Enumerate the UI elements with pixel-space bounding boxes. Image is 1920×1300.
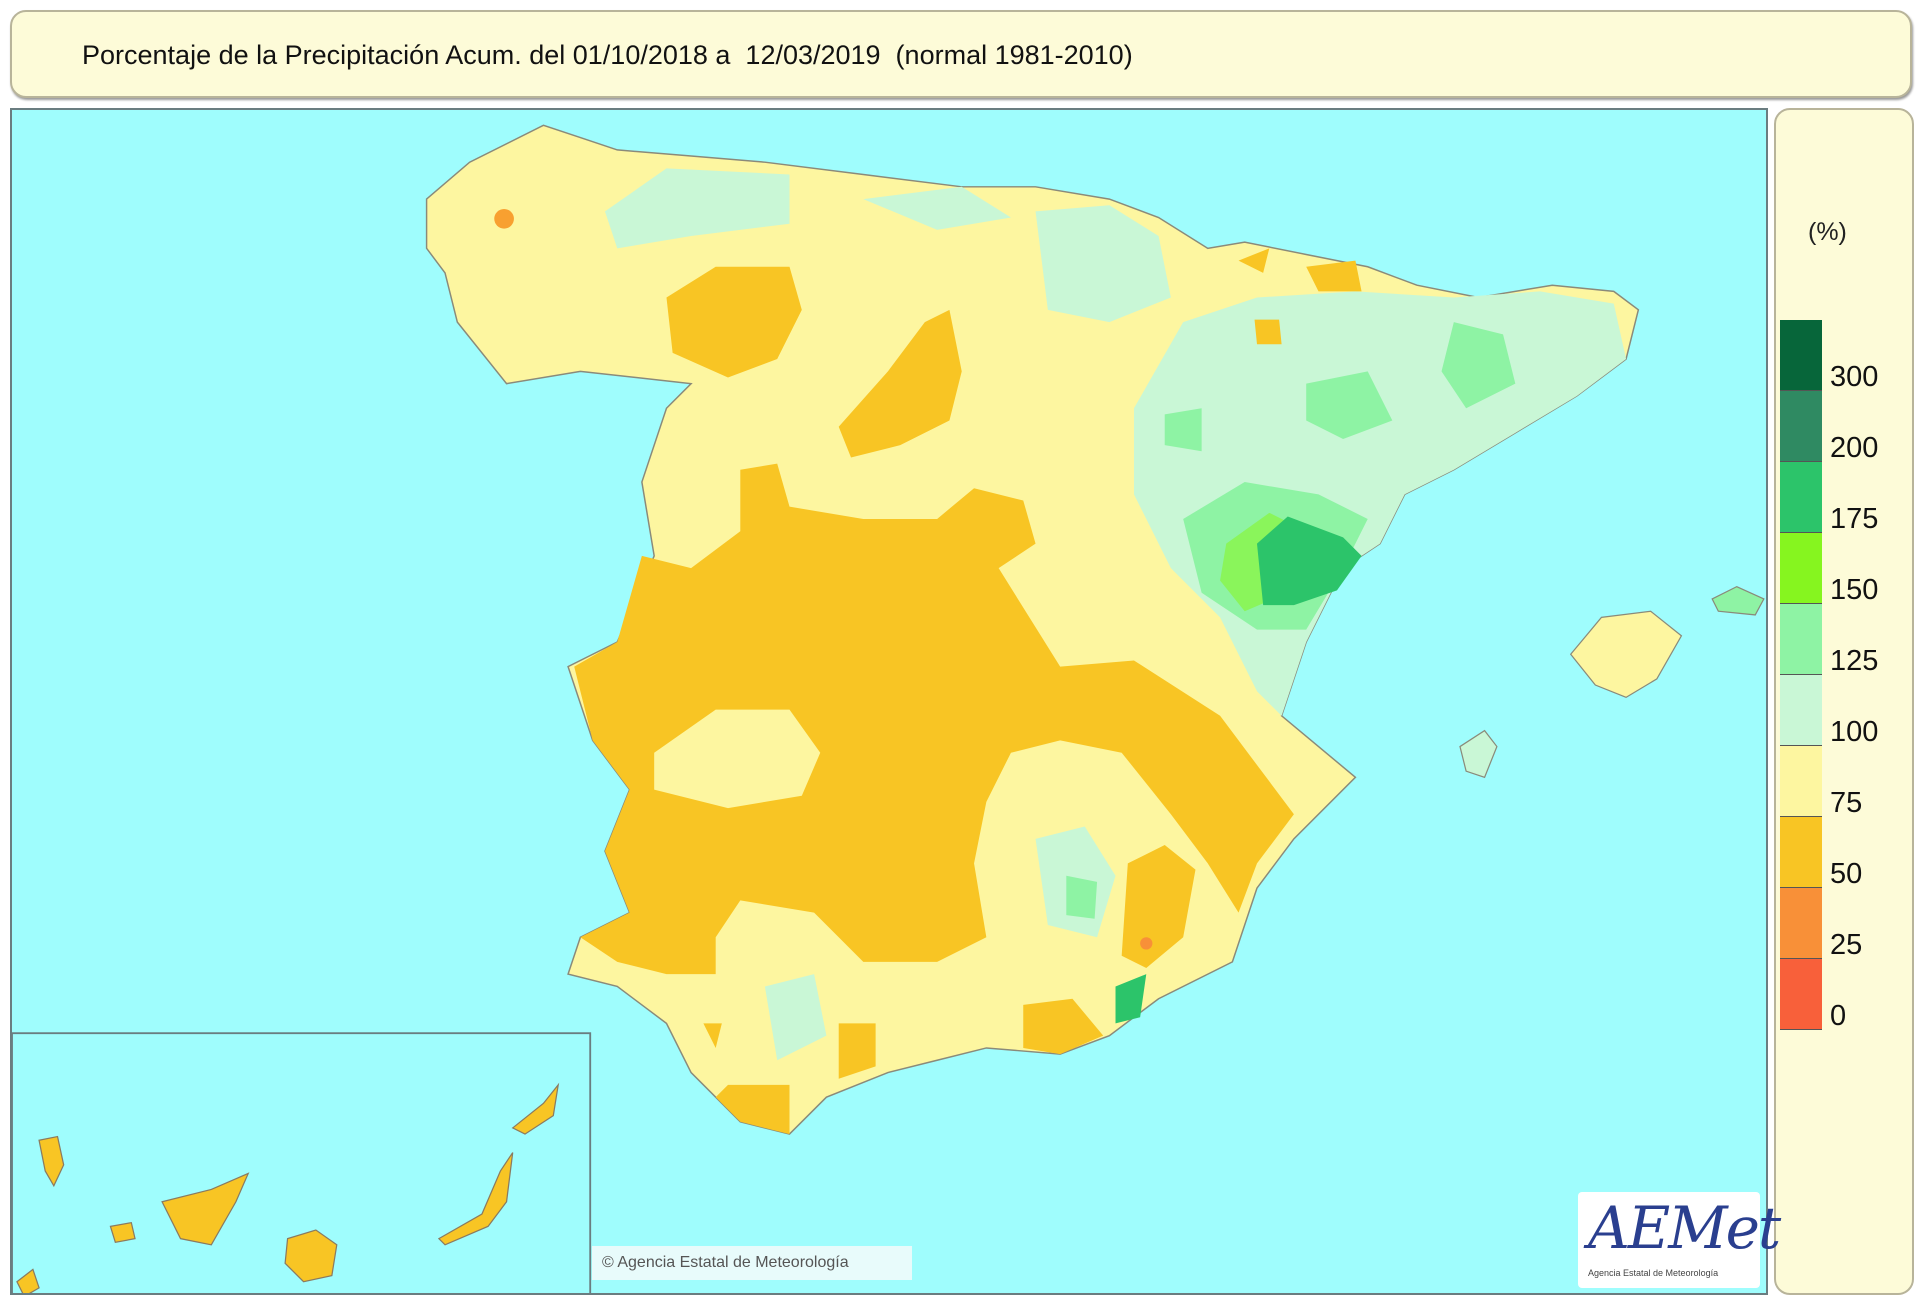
menorca — [1711, 585, 1765, 616]
legend-swatch — [1780, 462, 1822, 533]
region-50-75-south — [703, 844, 1196, 1135]
legend-swatch — [1780, 746, 1822, 817]
region-75-100-hole — [654, 709, 821, 809]
canary-island — [161, 1172, 250, 1246]
logo-subtitle: Agencia Estatal de Meteorología — [1588, 1268, 1719, 1278]
legend-label: 125 — [1830, 645, 1879, 677]
legend-label: 75 — [1830, 787, 1863, 819]
region-100-125-north — [604, 168, 1171, 323]
legend-swatch — [1780, 604, 1822, 675]
title-box: Porcentaje de la Precipitación Acum. del… — [10, 10, 1912, 98]
aemet-logo: AEMet Agencia Estatal de Meteorología — [1578, 1192, 1781, 1288]
region-25-50-spot — [1140, 937, 1153, 950]
legend-label: 175 — [1830, 503, 1879, 535]
region-125-150 — [1066, 322, 1516, 919]
region-175-200 — [1115, 516, 1362, 1024]
canary-island — [284, 1229, 338, 1283]
copyright-credit: © Agencia Estatal de Meteorología — [592, 1246, 912, 1280]
legend-swatch — [1780, 533, 1822, 604]
region-50-75-north — [666, 248, 1362, 458]
region-100-125-south — [764, 826, 1116, 1061]
mallorca — [1569, 610, 1683, 699]
canary-island — [38, 1135, 65, 1188]
region-25-50-spot — [494, 208, 514, 229]
map-frame — [10, 108, 1768, 1295]
canary-island — [511, 1082, 560, 1135]
precipitation-map — [12, 124, 1765, 1293]
canary-island — [437, 1152, 514, 1246]
canary-island — [16, 1268, 40, 1293]
legend-label: 200 — [1830, 432, 1879, 464]
legend-label: 150 — [1830, 574, 1879, 606]
legend-swatch — [1780, 391, 1822, 462]
ibiza — [1459, 729, 1498, 779]
legend-label: 25 — [1830, 929, 1863, 961]
legend-unit: (%) — [1808, 218, 1847, 246]
legend-swatch — [1780, 675, 1822, 746]
logo-text: AEMet — [1588, 1194, 1781, 1262]
legend-label: 100 — [1830, 716, 1879, 748]
canary-islands — [16, 1082, 560, 1293]
legend-swatch — [1780, 817, 1822, 888]
legend-label: 50 — [1830, 858, 1863, 890]
canary-inset — [12, 1032, 592, 1293]
map-title: Porcentaje de la Precipitación Acum. del… — [82, 40, 1133, 70]
legend-label: 0 — [1830, 1000, 1847, 1032]
region-50-75-central — [574, 463, 1294, 975]
legend-label: 300 — [1830, 361, 1879, 393]
legend-swatch — [1780, 959, 1822, 1030]
legend-swatch — [1780, 888, 1822, 959]
legend-swatch — [1780, 320, 1822, 391]
canary-island — [109, 1221, 136, 1244]
